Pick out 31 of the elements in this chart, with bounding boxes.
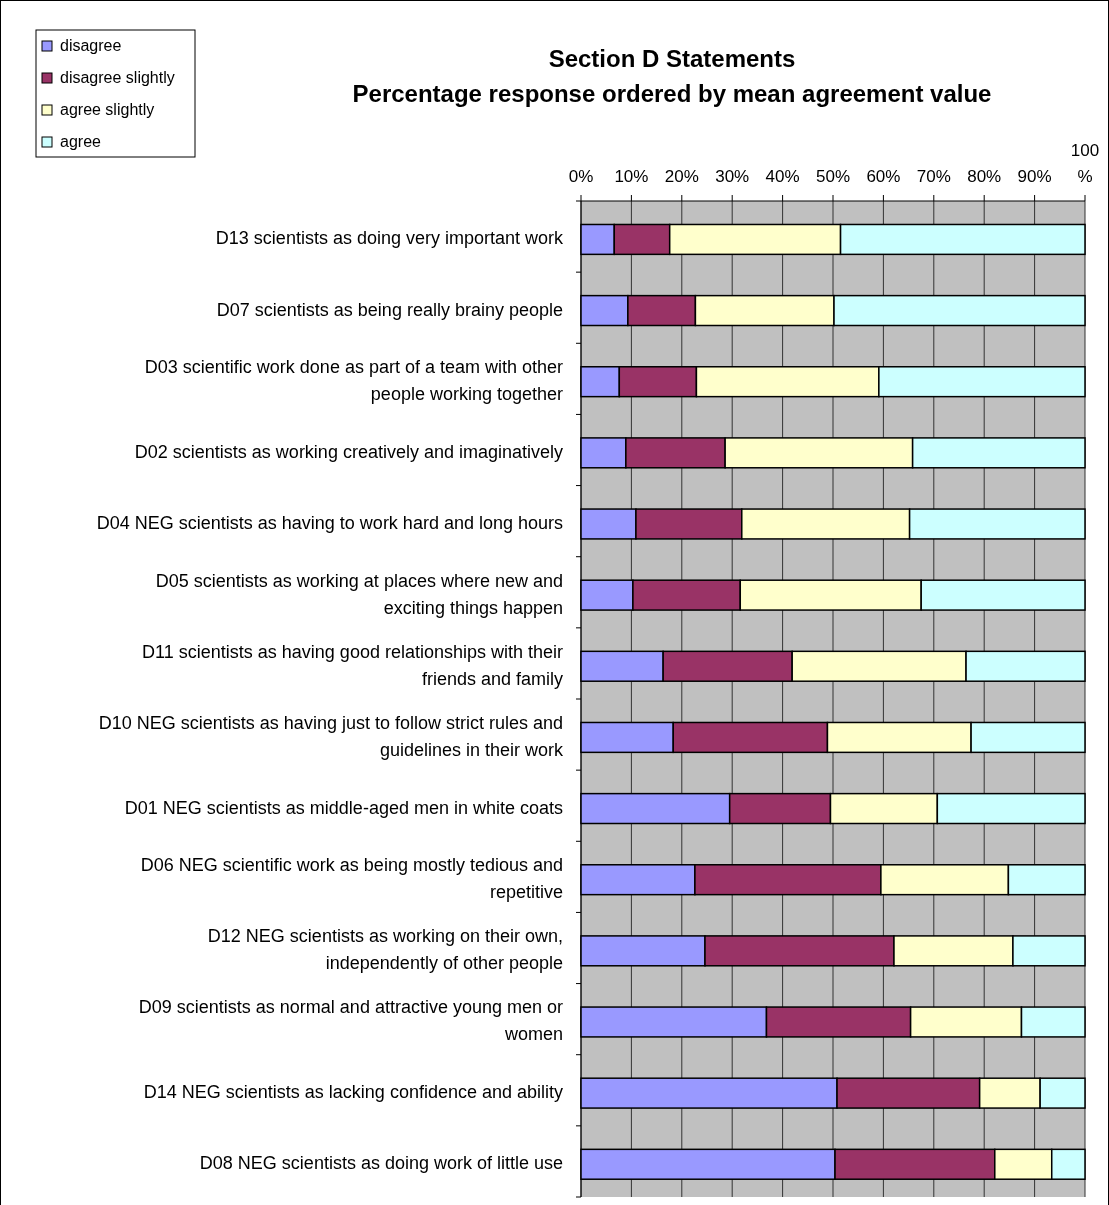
x-tick-label: 30% (715, 167, 750, 186)
y-tick-label: D10 NEG scientists as having just to follow strict rules and guidelines in their work (98, 712, 564, 760)
y-tick-label: D11 scientists as having good relationships with their friends and family (142, 641, 564, 689)
x-tick-label: 90% (1017, 167, 1052, 186)
y-tick-label: D02 scientists as working creatively and imaginatively (134, 441, 563, 462)
x-tick-label: 40% (765, 167, 800, 186)
x-tick-label: 50% (815, 167, 851, 186)
legend-label: disagree slightly (60, 69, 175, 86)
x-tick-label: 0% (568, 167, 594, 186)
x-tick-label: 20% (664, 167, 699, 186)
y-tick-label: D08 NEG scientists as doing work of little use (199, 1153, 563, 1174)
chart-title: Section D Statements (548, 45, 796, 72)
y-tick-label: D07 scientists as being really brainy people (216, 299, 563, 320)
chart-subtitle: Percentage response ordered by mean agreement value (352, 80, 992, 107)
y-tick-label: D05 scientists as working at places where new and exciting things happen (155, 570, 563, 618)
legend-label: agree slightly (60, 101, 155, 118)
y-tick-label: D09 scientists as normal and attractive young men or women (138, 997, 563, 1045)
x-tick-label: 100 % (1070, 141, 1100, 186)
x-tick-label: 80% (967, 167, 1002, 186)
x-tick-label: 70% (916, 167, 951, 186)
y-tick-label: D12 NEG scientists as working on their own, independently of other people (207, 926, 563, 974)
x-tick-label: 10% (614, 167, 649, 186)
legend-label: disagree (60, 37, 122, 54)
y-tick-label: D06 NEG scientific work as being mostly tedious and repetitive (140, 854, 563, 902)
x-tick-label: 60% (866, 167, 901, 186)
y-tick-label: D01 NEG scientists as middle-aged men in white coats (124, 797, 563, 818)
y-tick-label: D14 NEG scientists as lacking confidence and ability (143, 1081, 563, 1102)
y-tick-label: D13 scientists as doing very important work (215, 228, 564, 249)
y-tick-label: D04 NEG scientists as having to work hard and long hours (96, 512, 563, 533)
legend-label: agree (60, 133, 102, 150)
y-tick-label: D03 scientific work done as part of a team with other people working together (144, 356, 563, 404)
